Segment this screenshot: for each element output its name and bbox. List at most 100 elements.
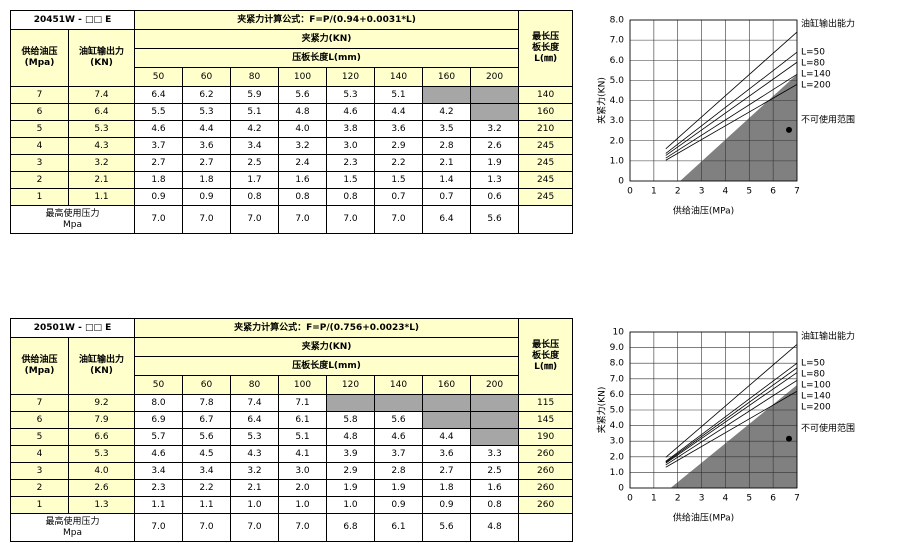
force: 5.1	[374, 86, 423, 104]
force: 1.7	[230, 171, 279, 189]
force: 6.7	[182, 411, 231, 429]
force: 4.6	[134, 120, 183, 138]
force: 4.8	[278, 103, 327, 121]
max-length: 245	[518, 188, 574, 206]
y-tick-label: 10	[613, 328, 625, 338]
series-label: L=200	[801, 403, 831, 413]
pressure: 3	[10, 462, 69, 480]
pressure: 5	[10, 428, 69, 446]
x-tick-label: 1	[651, 494, 657, 504]
output: 9.2	[68, 394, 135, 412]
series-line	[665, 362, 798, 462]
force: 6.2	[182, 86, 231, 104]
max-pressure: 4.8	[469, 513, 520, 542]
max-pressure: 7.0	[230, 513, 279, 542]
force: 6.4	[230, 411, 279, 429]
x-tick-label: 3	[699, 494, 705, 504]
force: 4.6	[134, 445, 183, 463]
max-pressure: 7.0	[374, 205, 423, 234]
force: 1.8	[134, 171, 183, 189]
pressure: 1	[10, 496, 69, 514]
pressure: 6	[10, 103, 69, 121]
length-value: 60	[182, 67, 231, 87]
max-pressure-label: 最高使用压力 Mpa	[10, 513, 135, 542]
unavailable-cell	[422, 411, 471, 429]
unavailable-cell	[469, 411, 520, 429]
force: 3.5	[422, 120, 471, 138]
max-pressure: 6.4	[422, 205, 471, 234]
x-tick-label: 5	[746, 187, 752, 197]
output: 6.6	[68, 428, 135, 446]
max-pressure: 7.0	[278, 205, 327, 234]
length-value: 100	[278, 375, 327, 395]
force: 3.6	[374, 120, 423, 138]
y-tick-label: 5.0	[610, 76, 625, 86]
max-pressure: 7.0	[278, 513, 327, 542]
series-line	[665, 31, 798, 150]
force: 2.7	[182, 154, 231, 172]
max-pressure: 6.8	[326, 513, 375, 542]
max-length: 190	[518, 428, 574, 446]
formula: 夹紧力计算公式：F=P/(0.94+0.0031*L)	[133, 10, 520, 30]
force: 0.9	[374, 496, 423, 514]
unavailable-cell	[469, 428, 520, 446]
force: 0.9	[182, 188, 231, 206]
length-value: 160	[422, 375, 471, 395]
y-tick-label: 8.0	[610, 359, 625, 369]
output: 3.2	[68, 154, 135, 172]
output: 1.3	[68, 496, 135, 514]
y-tick-label: 0	[618, 177, 624, 187]
x-tick-label: 4	[723, 187, 729, 197]
length-value: 80	[230, 375, 279, 395]
max-length-header: 最长压 板长度 L(㎜)	[518, 10, 574, 87]
length-value: 140	[374, 375, 423, 395]
series-line	[665, 344, 798, 458]
max-pressure: 7.0	[134, 205, 183, 234]
length-value: 160	[422, 67, 471, 87]
max-length: 140	[518, 86, 574, 104]
y-axis-label: 夹紧力(KN)	[596, 387, 608, 434]
force: 2.1	[230, 479, 279, 497]
unavailable-cell	[422, 394, 471, 412]
model: 20501W - □□ E	[10, 318, 135, 338]
force: 4.3	[230, 445, 279, 463]
x-tick-label: 6	[770, 494, 776, 504]
force: 5.7	[134, 428, 183, 446]
max-length: 245	[518, 137, 574, 155]
x-tick-label: 3	[699, 187, 705, 197]
x-tick-label: 7	[794, 187, 800, 197]
pressure: 3	[10, 154, 69, 172]
force: 1.6	[469, 479, 520, 497]
series-line	[665, 84, 798, 161]
y-tick-label: 6.0	[610, 390, 625, 400]
max-length: 260	[518, 462, 574, 480]
series-label: 油缸输出能力	[801, 18, 855, 30]
force: 6.9	[134, 411, 183, 429]
length-value: 120	[326, 67, 375, 87]
y-tick-label: 4.0	[610, 421, 625, 431]
force: 2.5	[230, 154, 279, 172]
force: 4.4	[374, 103, 423, 121]
force: 0.8	[230, 188, 279, 206]
force: 5.3	[230, 428, 279, 446]
force: 3.8	[326, 120, 375, 138]
empty-cell	[518, 205, 574, 234]
x-tick-label: 0	[627, 494, 633, 504]
force: 8.0	[134, 394, 183, 412]
output-header: 油缸输出力 (KN)	[68, 337, 135, 395]
y-tick-label: 9.0	[610, 343, 625, 353]
x-tick-label: 2	[675, 494, 681, 504]
y-tick-label: 3.0	[610, 437, 625, 447]
output: 2.1	[68, 171, 135, 189]
length-value: 50	[134, 67, 183, 87]
force: 1.8	[182, 171, 231, 189]
force: 3.4	[230, 137, 279, 155]
force: 3.0	[326, 137, 375, 155]
output: 7.4	[68, 86, 135, 104]
force: 3.0	[278, 462, 327, 480]
force: 5.3	[182, 103, 231, 121]
force: 5.6	[374, 411, 423, 429]
output: 7.9	[68, 411, 135, 429]
length-value: 200	[469, 67, 520, 87]
